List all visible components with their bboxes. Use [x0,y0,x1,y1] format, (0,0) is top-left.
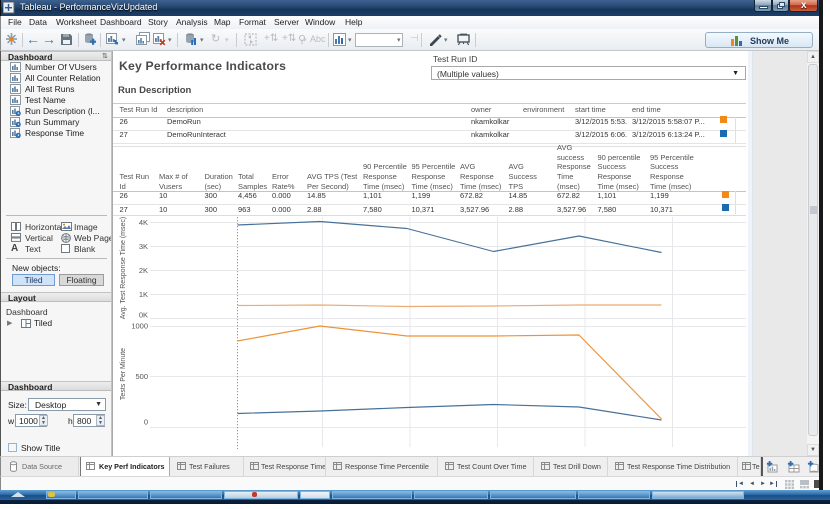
svg-text:1000: 1000 [131,322,148,331]
svg-text:1K: 1K [139,290,148,299]
svg-text:4K: 4K [139,218,148,227]
svg-text:0K: 0K [139,311,148,320]
svg-text:3K: 3K [139,242,148,251]
svg-text:0: 0 [144,418,148,427]
svg-text:500: 500 [135,372,148,381]
svg-text:Avg. Test Response Time (msec): Avg. Test Response Time (msec) [120,217,127,319]
svg-text:Tests Per Minute: Tests Per Minute [120,348,127,400]
svg-text:2K: 2K [139,266,148,275]
